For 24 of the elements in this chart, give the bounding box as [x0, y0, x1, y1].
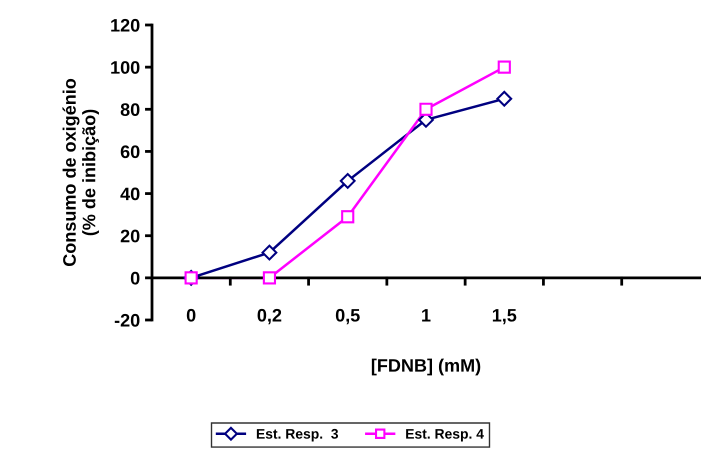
y-tick-label: 80 — [120, 103, 140, 116]
point — [498, 60, 511, 74]
y-axis-title: Consumo de oxigénio (% de inibição) — [62, 78, 99, 266]
y-tick-label: 120 — [111, 18, 140, 32]
y-tick-label: 100 — [111, 61, 140, 74]
y-tick-label: -20 — [114, 314, 140, 327]
point — [262, 244, 278, 260]
x-axis-title: [FDNB] (mM) — [372, 358, 480, 376]
x-tick-label: 1 — [422, 309, 431, 322]
point — [340, 173, 356, 189]
point — [341, 210, 354, 224]
x-tick-label: 1,5 — [492, 309, 516, 324]
legend-label: Est. Resp. 3 — [256, 428, 338, 442]
point — [262, 271, 276, 284]
y-tick-label: 60 — [120, 145, 140, 158]
y-tick-label: 0 — [130, 272, 140, 285]
point — [419, 102, 433, 116]
y-tick-label: 40 — [120, 188, 140, 200]
x-tick-label: 0,5 — [336, 308, 360, 324]
point — [496, 90, 512, 107]
x-tick-label: 0 — [186, 308, 196, 322]
legend-label: Est. Resp. 4 — [406, 429, 484, 442]
x-tick-label: 0,2 — [258, 308, 282, 324]
y-tick-label: 20 — [120, 230, 140, 242]
